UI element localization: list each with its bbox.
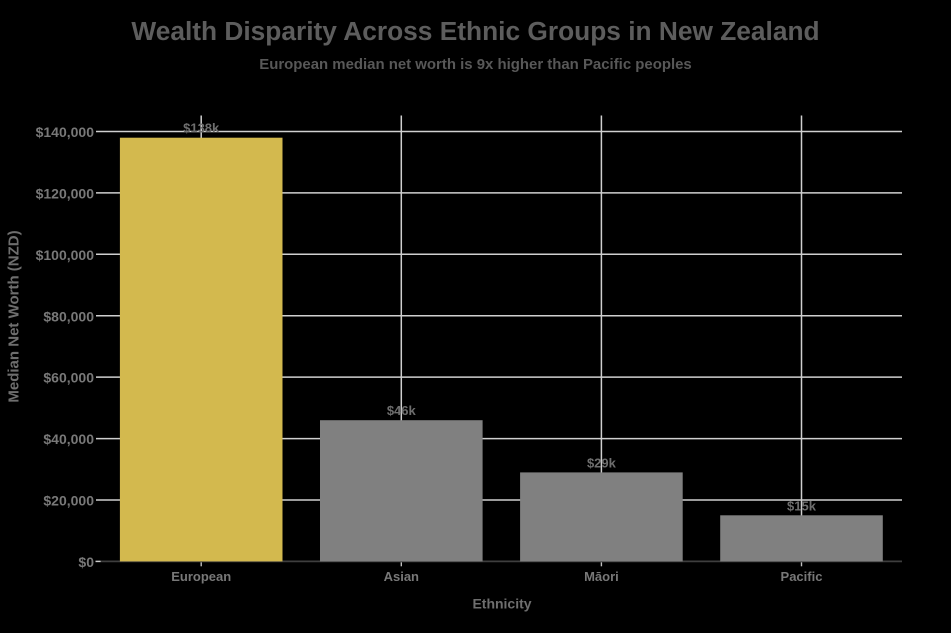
svg-text:$80,000: $80,000 xyxy=(43,308,94,324)
svg-text:Median Net Worth (NZD): Median Net Worth (NZD) xyxy=(5,230,22,402)
svg-text:$15k: $15k xyxy=(787,498,817,513)
svg-text:Wealth Disparity Across Ethnic: Wealth Disparity Across Ethnic Groups in… xyxy=(131,16,819,46)
svg-text:$40,000: $40,000 xyxy=(43,431,94,447)
svg-text:Ethnicity: Ethnicity xyxy=(472,596,531,612)
svg-text:$120,000: $120,000 xyxy=(36,186,95,202)
svg-text:European median net worth is 9: European median net worth is 9x higher t… xyxy=(259,56,691,73)
svg-text:$100,000: $100,000 xyxy=(36,247,95,263)
svg-text:$20,000: $20,000 xyxy=(43,493,94,509)
svg-text:Pacific: Pacific xyxy=(781,569,823,584)
svg-text:Māori: Māori xyxy=(584,569,619,584)
svg-text:$138k: $138k xyxy=(183,121,220,136)
svg-text:Asian: Asian xyxy=(384,569,419,584)
svg-text:$140,000: $140,000 xyxy=(36,124,95,140)
svg-text:European: European xyxy=(171,569,231,584)
svg-text:$46k: $46k xyxy=(387,403,417,418)
svg-text:$60,000: $60,000 xyxy=(43,370,94,386)
svg-text:$29k: $29k xyxy=(587,455,617,470)
svg-text:$0: $0 xyxy=(78,554,94,570)
